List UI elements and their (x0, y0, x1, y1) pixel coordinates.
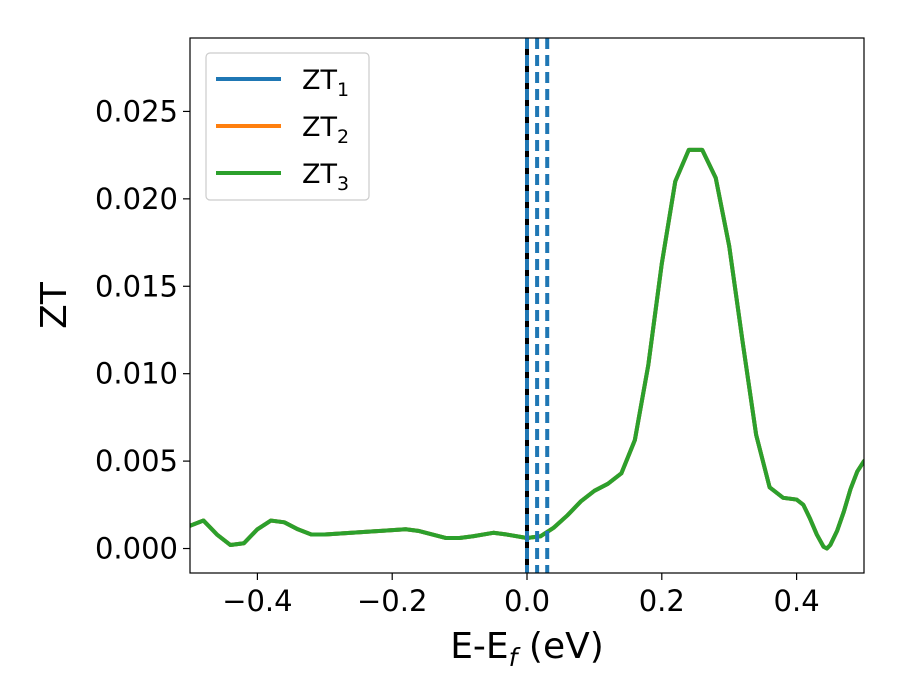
legend-item-zt1: ZT1 (216, 65, 349, 101)
legend-label-main: ZT (302, 159, 337, 190)
x-axis-label-rest: (eV) (517, 626, 603, 667)
legend-label: ZT1 (302, 65, 349, 101)
y-tick-label: 0.005 (95, 444, 178, 478)
y-tick-label: 0.010 (95, 357, 178, 391)
x-tick-label: 0.0 (504, 584, 550, 618)
y-tick-label: 0.015 (95, 269, 178, 303)
y-axis-label: ZT (34, 281, 75, 329)
x-tick-label: 0.2 (639, 584, 685, 618)
legend-item-zt2: ZT2 (216, 112, 349, 148)
x-tick-label: −0.2 (357, 584, 427, 618)
x-tick-label: 0.4 (774, 584, 820, 618)
x-tick-label: −0.4 (222, 584, 292, 618)
x-axis-label: E-Ef (eV) (450, 626, 604, 672)
legend-label: ZT2 (302, 112, 349, 148)
legend-item-zt3: ZT3 (216, 159, 349, 195)
x-axis-ticks: −0.4 −0.2 0.0 0.2 0.4 (222, 573, 820, 618)
legend-label-sub: 2 (337, 126, 349, 148)
vertical-lines (525, 38, 550, 573)
x-axis-label-main: E-E (450, 626, 508, 667)
series-layer (190, 147, 864, 551)
y-tick-label: 0.000 (95, 532, 178, 566)
legend-label: ZT3 (302, 159, 349, 195)
series-line-zt3 (190, 147, 864, 551)
y-axis-ticks: 0.000 0.005 0.010 0.015 0.020 0.025 (95, 94, 190, 566)
legend-label-sub: 3 (337, 173, 349, 195)
legend-box (205, 52, 370, 201)
legend-label-main: ZT (302, 112, 337, 143)
legend-label-sub: 1 (337, 79, 349, 101)
legend-label-main: ZT (302, 65, 337, 96)
y-tick-label: 0.025 (95, 94, 178, 128)
y-tick-label: 0.020 (95, 182, 178, 216)
